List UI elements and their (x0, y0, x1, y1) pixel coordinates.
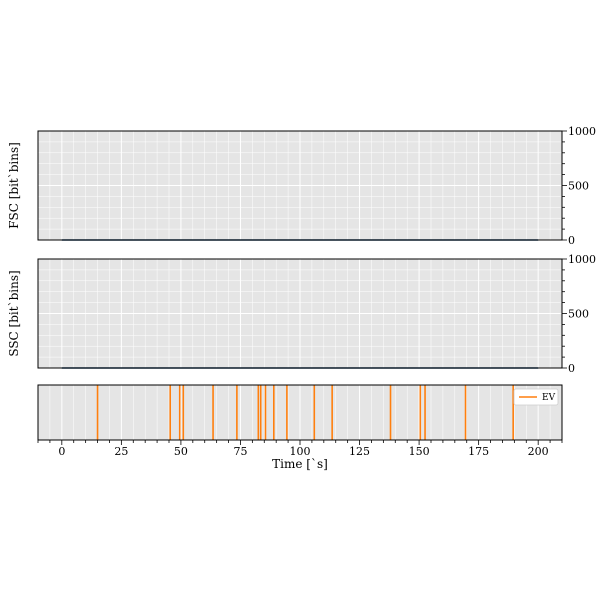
y-tick-label: 500 (568, 180, 589, 193)
ssc-panel: 0 500 1000 SSC [bit`bins] (7, 253, 596, 375)
x-tick-label: 200 (528, 445, 549, 458)
y-tick-label: 0 (568, 234, 575, 247)
ssc-ylabel: SSC [bit`bins] (7, 270, 21, 356)
fsc-grid (37, 130, 563, 241)
ssc-y-ticks: 0 500 1000 (562, 253, 596, 375)
x-tick-label: 125 (349, 445, 370, 458)
legend-label: EV (542, 393, 556, 403)
fsc-y-ticks: 0 500 1000 (562, 125, 596, 247)
y-tick-label: 1000 (568, 125, 596, 138)
y-tick-label: 500 (568, 308, 589, 321)
x-tick-label: 25 (114, 445, 128, 458)
fsc-ylabel: FSC [bit`bins] (7, 142, 21, 229)
y-tick-label: 0 (568, 362, 575, 375)
x-ticks: 0 25 50 75 100 125 150 175 200 (37, 440, 563, 458)
x-tick-label: 0 (58, 445, 65, 458)
x-tick-label: 75 (233, 445, 247, 458)
fsc-panel: 0 500 1000 FSC [bit`bins] (7, 125, 596, 247)
event-lines (96, 385, 514, 440)
event-panel: 0 25 50 75 100 125 150 175 200 Time [`s] EV (37, 384, 563, 471)
x-tick-label: 50 (174, 445, 188, 458)
legend: EV (513, 388, 559, 406)
x-tick-label: 175 (468, 445, 489, 458)
x-tick-label: 150 (409, 445, 430, 458)
x-tick-label: 100 (290, 445, 311, 458)
x-axis-label: Time [`s] (272, 457, 328, 471)
y-tick-label: 1000 (568, 253, 596, 266)
